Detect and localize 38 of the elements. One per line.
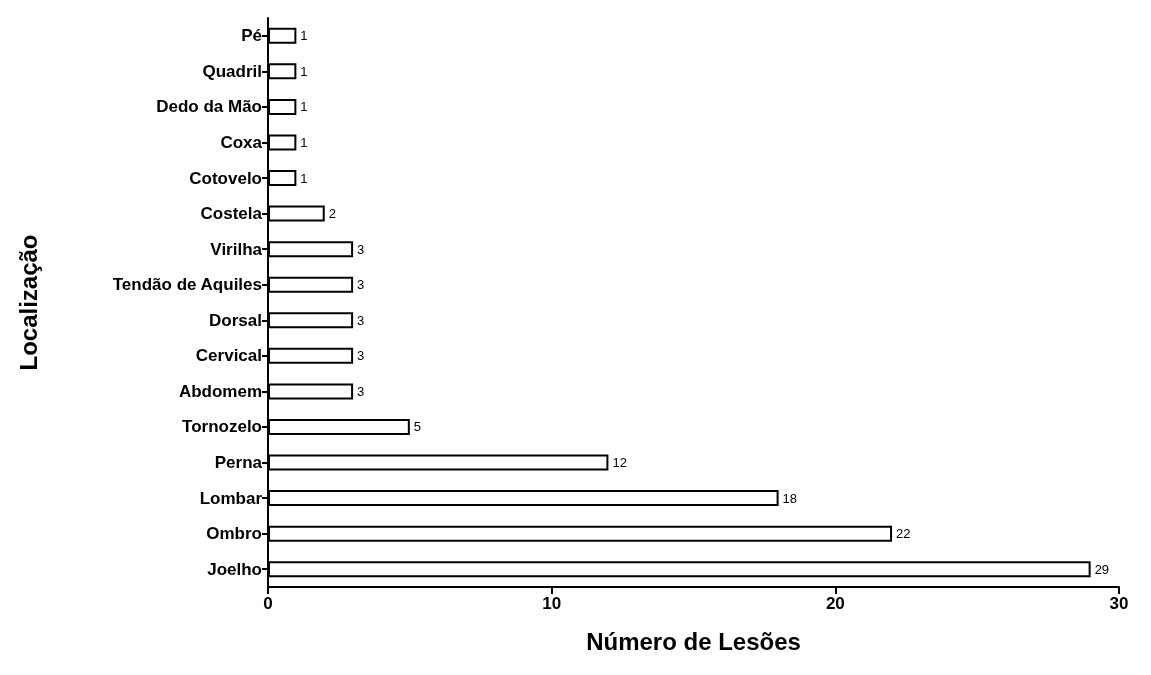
data-label: 3 <box>357 312 365 328</box>
y-tick-label: Abdomem <box>178 381 262 401</box>
data-label: 3 <box>357 348 365 364</box>
y-tick-label: Joelho <box>207 559 262 579</box>
y-tick-label: Perna <box>214 453 263 473</box>
y-tick-label: Ombro <box>206 524 262 544</box>
x-axis-title: Número de Lesões <box>586 627 801 655</box>
x-tick-label: 0 <box>263 594 273 613</box>
data-label: 3 <box>357 277 365 293</box>
y-tick-label: Cervical <box>195 346 262 366</box>
y-tick-label: Quadril <box>202 61 262 81</box>
data-label: 22 <box>896 526 911 542</box>
data-label: 3 <box>357 241 365 257</box>
data-label: 3 <box>357 383 365 399</box>
y-axis-title: Localização <box>14 234 42 371</box>
y-tick-label: Dorsal <box>209 310 262 330</box>
data-label: 1 <box>300 170 308 186</box>
y-tick-label: Pé <box>241 26 262 46</box>
y-tick-label: Coxa <box>220 132 263 152</box>
x-tick-label: 30 <box>1109 594 1129 613</box>
y-tick-label: Tendão de Aquiles <box>112 275 262 295</box>
data-label: 12 <box>612 455 627 471</box>
x-tick-label: 10 <box>542 594 562 613</box>
y-tick-label: Dedo da Mão <box>156 97 262 117</box>
data-label: 18 <box>782 490 798 506</box>
data-label: 1 <box>300 28 308 44</box>
data-label: 5 <box>413 419 422 435</box>
y-tick-label: Virilha <box>210 239 263 259</box>
y-tick-label: Costela <box>200 204 263 224</box>
data-label: 1 <box>300 99 308 115</box>
y-tick-label: Lombar <box>199 488 263 508</box>
data-label: 29 <box>1094 561 1110 577</box>
data-label: 1 <box>300 134 308 150</box>
x-tick-label: 20 <box>825 594 845 613</box>
y-tick-label: Tornozelo <box>182 417 262 437</box>
data-label: 1 <box>300 63 308 79</box>
data-label: 2 <box>328 206 336 222</box>
y-tick-label: Cotovelo <box>189 168 262 188</box>
